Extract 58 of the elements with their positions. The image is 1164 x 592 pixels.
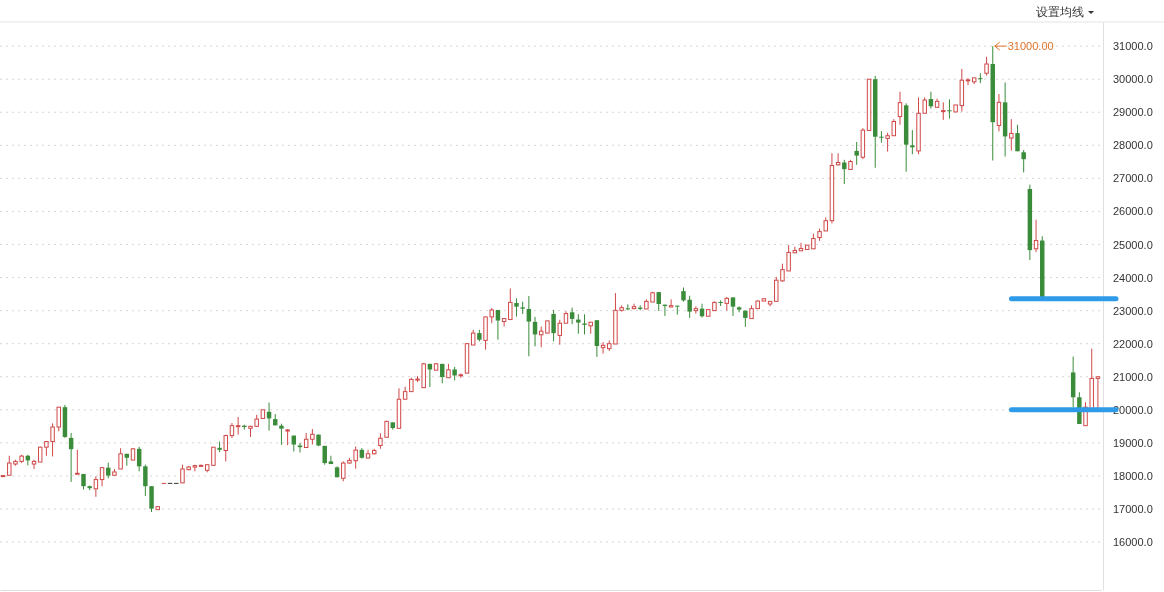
candlestick	[501, 318, 507, 327]
y-tick-label: 28000.0	[1113, 139, 1153, 152]
candlestick	[149, 485, 154, 513]
y-tick-label: 23000.0	[1113, 304, 1153, 317]
y-tick-label: 27000.0	[1113, 172, 1153, 185]
candlestick	[279, 423, 284, 446]
y-tick-label: 18000.0	[1113, 469, 1153, 482]
candlestick	[223, 434, 228, 462]
candlestick	[551, 309, 556, 342]
candlestick	[93, 475, 99, 498]
y-tick-label: 20000.0	[1113, 403, 1153, 416]
y-tick-label: 19000.0	[1113, 436, 1153, 449]
y-tick-label: 30000.0	[1113, 73, 1153, 86]
y-tick-label: 16000.0	[1113, 536, 1153, 549]
candlestick	[508, 287, 513, 321]
y-tick-label: 31000.0	[1113, 40, 1153, 53]
candlestick	[854, 141, 859, 166]
candlestick	[842, 159, 847, 185]
candlestick	[576, 313, 581, 335]
candlestick	[1033, 219, 1039, 253]
candlestick	[730, 296, 736, 317]
candlestick	[75, 449, 80, 475]
candlestick	[656, 291, 661, 312]
candlestick	[99, 466, 105, 487]
candlestick	[31, 459, 37, 470]
y-tick-label: 25000.0	[1113, 238, 1153, 251]
candlestick	[118, 447, 123, 470]
y-tick-label: 24000.0	[1113, 271, 1153, 284]
candlestick	[687, 295, 692, 319]
candlestick	[1095, 376, 1101, 410]
candlestick	[978, 72, 983, 84]
candlestick	[693, 305, 699, 315]
candlestick	[984, 56, 989, 77]
candlestick	[910, 129, 915, 155]
candlestick	[514, 297, 519, 318]
y-tick-label: 17000.0	[1113, 503, 1153, 516]
candlestick	[235, 416, 241, 436]
candlestick	[143, 464, 148, 497]
candlestick	[526, 295, 532, 357]
text: 设置均线	[1036, 5, 1084, 19]
candlestick	[1021, 149, 1026, 173]
y-tick-label: 22000.0	[1113, 337, 1153, 350]
candlestick	[996, 93, 1002, 132]
candlestick	[668, 298, 674, 308]
candlestick	[1015, 124, 1020, 152]
y-tick-label: 26000.0	[1113, 205, 1153, 218]
candlestick	[947, 98, 952, 120]
y-tick-label: 29000.0	[1113, 106, 1153, 119]
candlestick	[569, 307, 575, 325]
candlestick	[557, 319, 562, 346]
annotation: 31000.00	[1007, 40, 1054, 53]
candlestick	[965, 77, 971, 86]
candlestick	[879, 130, 884, 144]
candlestick	[495, 309, 501, 341]
candlestick	[328, 455, 334, 465]
y-tick-label: 21000.0	[1113, 370, 1153, 383]
candlestick	[1009, 118, 1014, 152]
candlestick	[897, 91, 903, 126]
